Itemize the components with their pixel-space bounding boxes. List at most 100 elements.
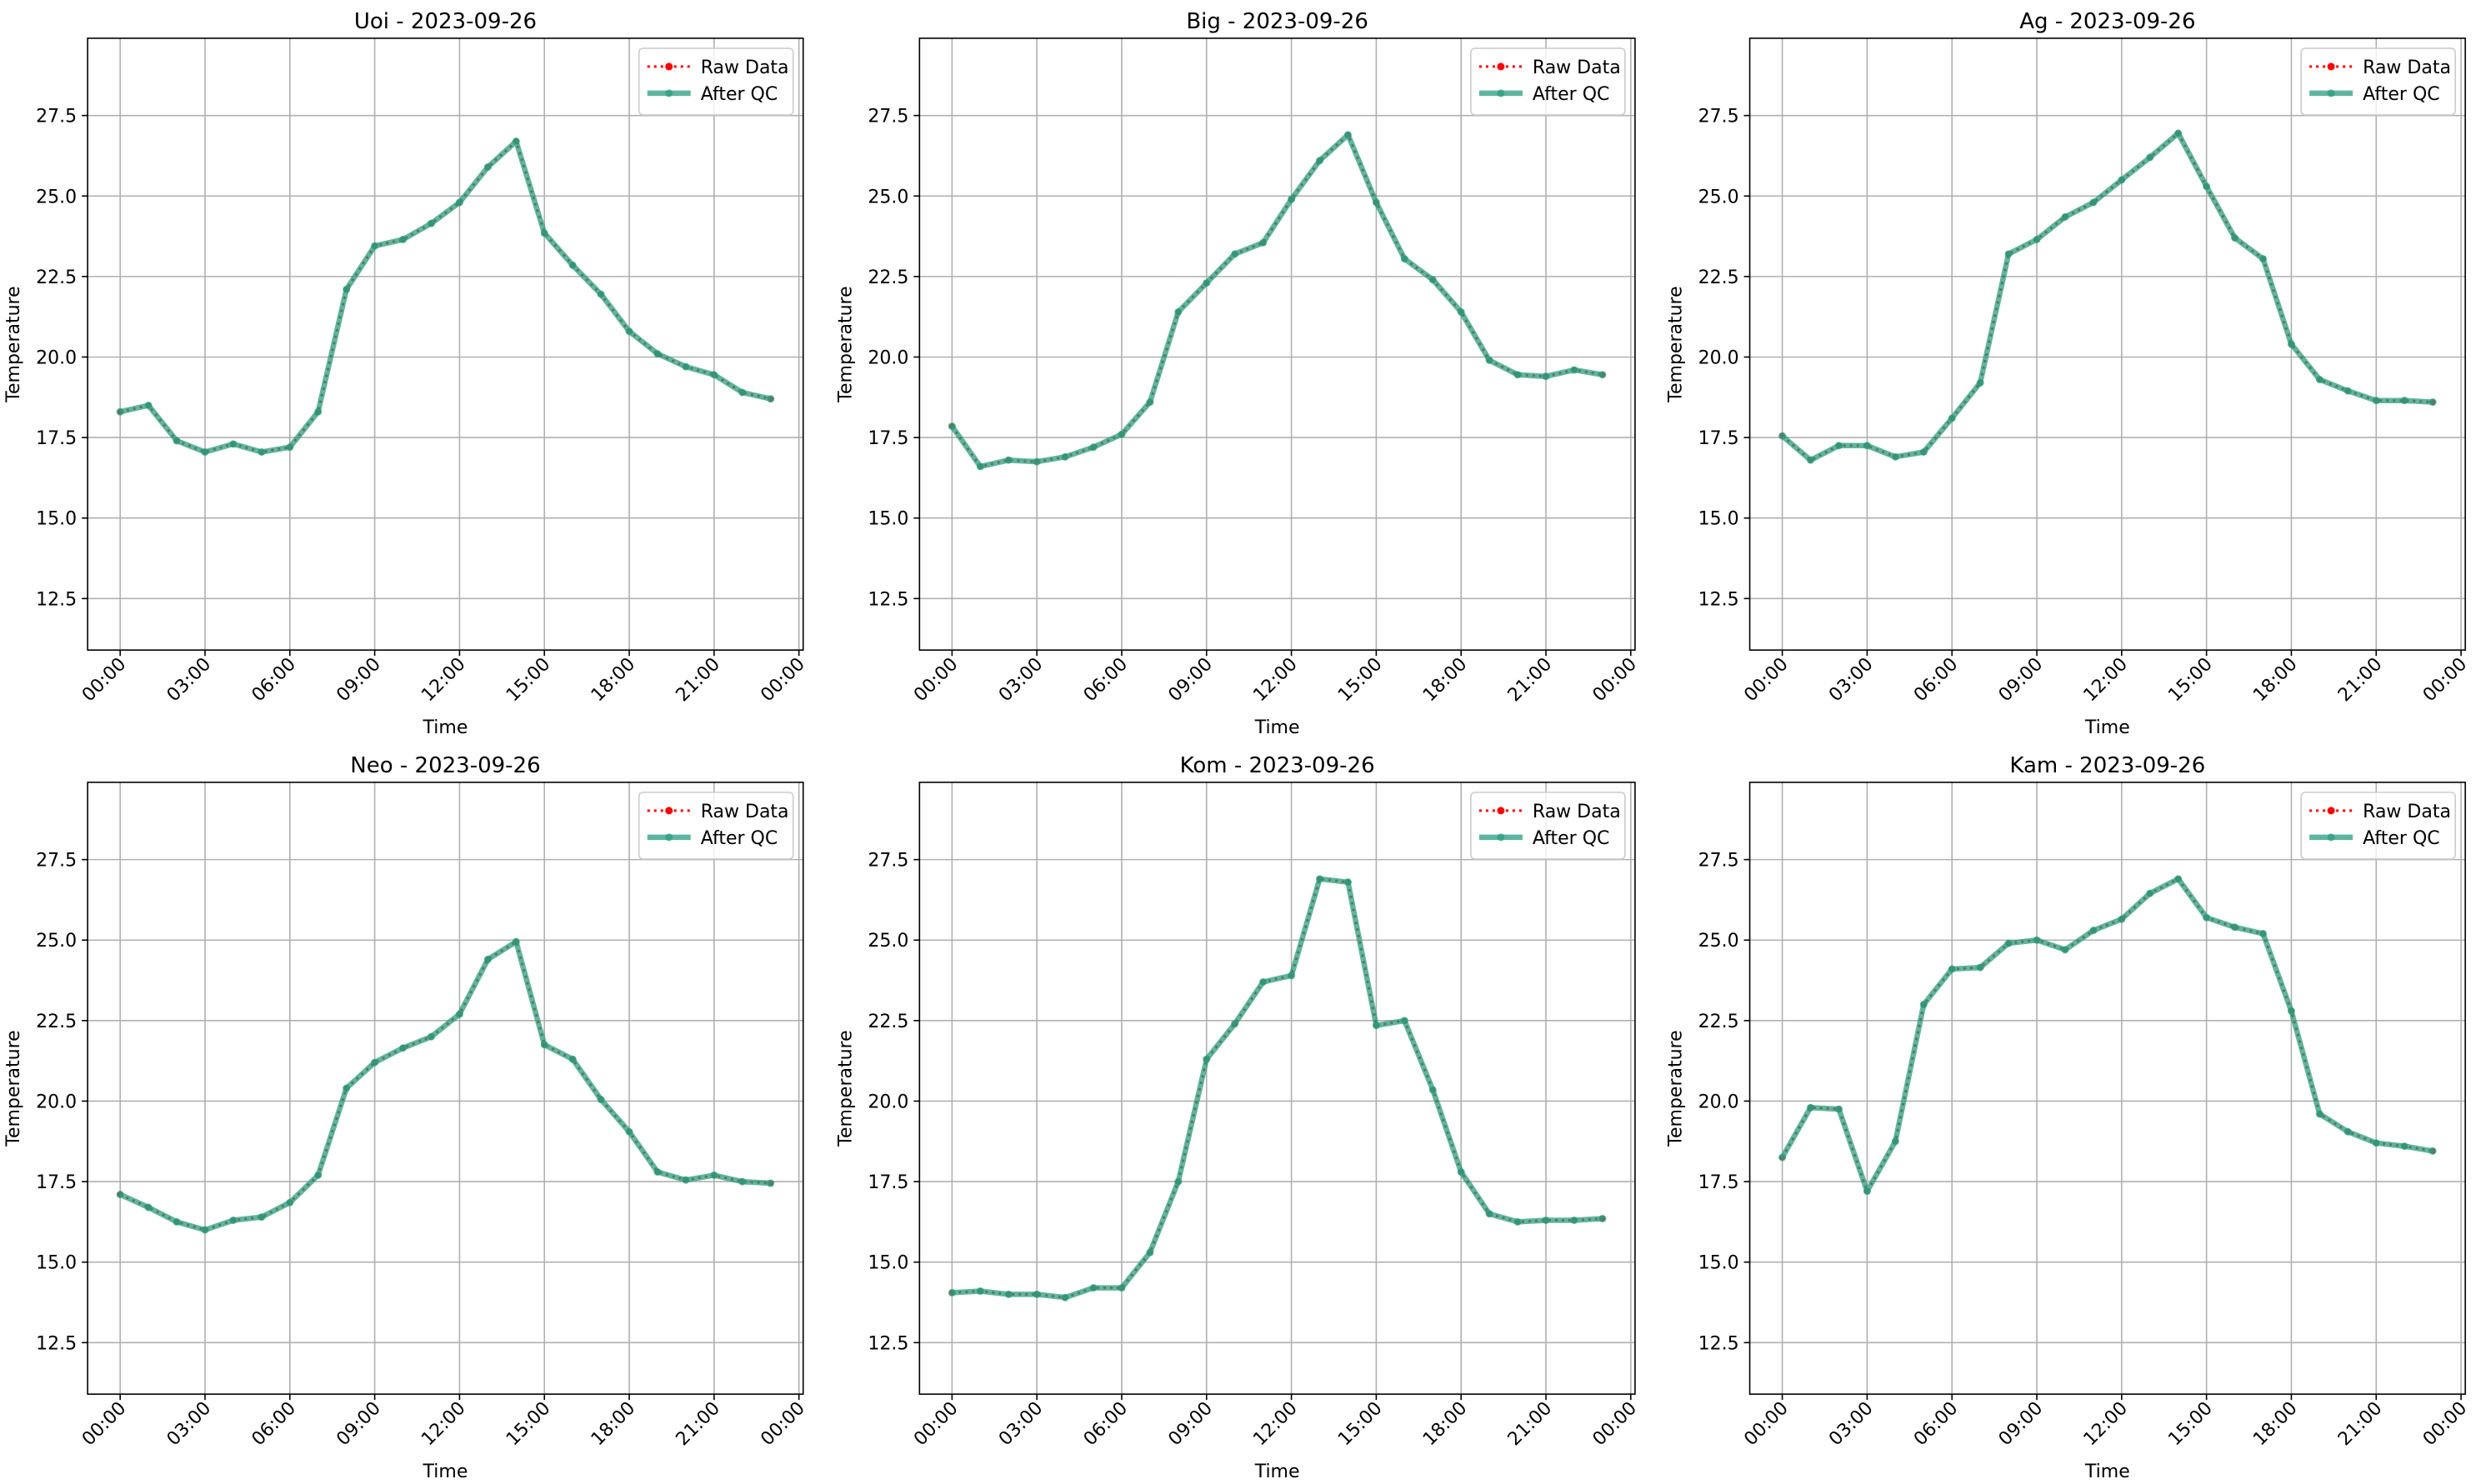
subplot-title: Neo - 2023-09-26 — [350, 753, 540, 778]
qc-marker — [1146, 1248, 1154, 1257]
y-tick-label: 20.0 — [1698, 347, 1739, 368]
y-tick-label: 22.5 — [868, 267, 908, 288]
qc-marker — [314, 407, 323, 416]
y-tick-label: 12.5 — [36, 1333, 77, 1354]
qc-marker — [540, 1041, 548, 1049]
legend-label: After QC — [701, 828, 778, 849]
y-tick-label: 20.0 — [1698, 1092, 1739, 1112]
legend-marker — [665, 89, 673, 97]
qc-line — [118, 938, 771, 1233]
x-tick-label: 21:00 — [673, 1398, 725, 1451]
qc-marker — [1004, 1290, 1013, 1298]
x-tick-label: 09:00 — [1995, 1398, 2048, 1451]
qc-marker — [286, 443, 294, 452]
legend-marker — [2327, 62, 2335, 71]
qc-marker — [2231, 923, 2239, 932]
subplot-title: Big - 2023-09-26 — [1186, 9, 1368, 34]
y-tick-label: 17.5 — [868, 428, 908, 449]
y-tick-label: 22.5 — [1698, 267, 1739, 288]
y-axis-label: Temperature — [1666, 1030, 1687, 1147]
y-tick-label: 17.5 — [1698, 1172, 1739, 1193]
raw-line — [119, 140, 772, 453]
qc-marker — [540, 229, 548, 237]
qc-marker — [201, 447, 209, 456]
legend-marker — [665, 833, 673, 842]
qc-marker — [258, 447, 266, 456]
axes-frame — [87, 782, 804, 1395]
qc-marker — [1033, 1290, 1041, 1298]
x-tick-label: 15:00 — [2164, 654, 2217, 707]
qc-marker — [2203, 182, 2211, 191]
qc-marker — [201, 1226, 209, 1234]
legend-box — [638, 792, 794, 860]
qc-marker — [1513, 1217, 1522, 1226]
qc-marker — [2343, 387, 2352, 395]
y-tick-label: 22.5 — [868, 1012, 908, 1032]
y-axis-label: Temperature — [835, 1030, 856, 1147]
x-tick-label: 12:00 — [2080, 654, 2133, 707]
x-tick-label: 21:00 — [2334, 654, 2387, 707]
qc-marker — [597, 290, 605, 298]
qc-marker — [1834, 1105, 1843, 1113]
qc-marker — [1598, 371, 1607, 379]
legend-label: After QC — [1533, 828, 1610, 849]
y-axis-label: Temperature — [3, 286, 24, 402]
x-tick-label: 09:00 — [1165, 654, 1218, 707]
qc-marker — [1570, 1216, 1578, 1224]
legend-marker — [1497, 89, 1505, 97]
subplot: Uoi - 2023-09-26 12.5 15.0 17.5 20.0 22.5 25.0… — [3, 9, 809, 738]
qc-marker — [1513, 371, 1522, 379]
axes-frame — [918, 37, 1636, 651]
legend-label: Raw Data — [2363, 802, 2451, 822]
x-tick-label: 18:00 — [588, 654, 640, 707]
qc-marker — [116, 1191, 124, 1199]
legend-label: Raw Data — [1533, 802, 1621, 822]
y-tick-label: 12.5 — [868, 589, 908, 610]
legend-label: Raw Data — [2363, 57, 2451, 78]
x-tick-label: 00:00 — [910, 1398, 963, 1451]
qc-marker — [1485, 356, 1493, 364]
y-tick-label: 17.5 — [868, 1172, 908, 1193]
qc-marker — [1428, 276, 1437, 284]
qc-marker — [1089, 1284, 1098, 1292]
qc-marker — [653, 350, 662, 358]
x-tick-label: 21:00 — [1504, 1398, 1557, 1451]
qc-marker — [1288, 972, 1296, 980]
qc-marker — [1807, 1103, 1815, 1112]
y-tick-label: 12.5 — [1698, 589, 1739, 610]
qc-marker — [144, 401, 153, 409]
legend-label: Raw Data — [1533, 57, 1621, 78]
x-tick-label: 06:00 — [1910, 1398, 1963, 1451]
qc-marker — [2400, 397, 2408, 405]
qc-marker — [1118, 1284, 1126, 1292]
x-tick-label: 21:00 — [2334, 1398, 2387, 1451]
qc-marker — [1343, 131, 1352, 139]
y-tick-label: 12.5 — [36, 589, 77, 610]
x-axis-label: Time — [2084, 717, 2130, 738]
qc-marker — [1231, 1020, 1239, 1028]
y-tick-label: 17.5 — [36, 1172, 77, 1193]
qc-marker — [1343, 878, 1352, 887]
qc-marker — [976, 1287, 984, 1295]
y-tick-label: 20.0 — [36, 1092, 77, 1112]
axes-frame — [1748, 37, 2466, 651]
x-tick-label: 00:00 — [1740, 654, 1793, 707]
x-tick-label: 15:00 — [2164, 1398, 2217, 1451]
qc-marker — [1400, 1017, 1408, 1025]
y-tick-label: 15.0 — [36, 1253, 77, 1274]
x-tick-label: 15:00 — [503, 1398, 555, 1451]
y-tick-label: 27.5 — [1698, 107, 1739, 127]
qc-marker — [2004, 939, 2013, 947]
qc-marker — [1976, 963, 1984, 972]
qc-marker — [2089, 198, 2098, 207]
legend-marker — [1497, 62, 1505, 71]
qc-marker — [1834, 442, 1843, 450]
x-tick-label: 03:00 — [1825, 654, 1878, 707]
qc-marker — [2061, 946, 2069, 954]
qc-marker — [1891, 452, 1899, 461]
qc-marker — [2287, 340, 2295, 348]
y-tick-label: 20.0 — [36, 347, 77, 368]
qc-marker — [2146, 889, 2154, 897]
legend-marker — [1497, 833, 1505, 842]
